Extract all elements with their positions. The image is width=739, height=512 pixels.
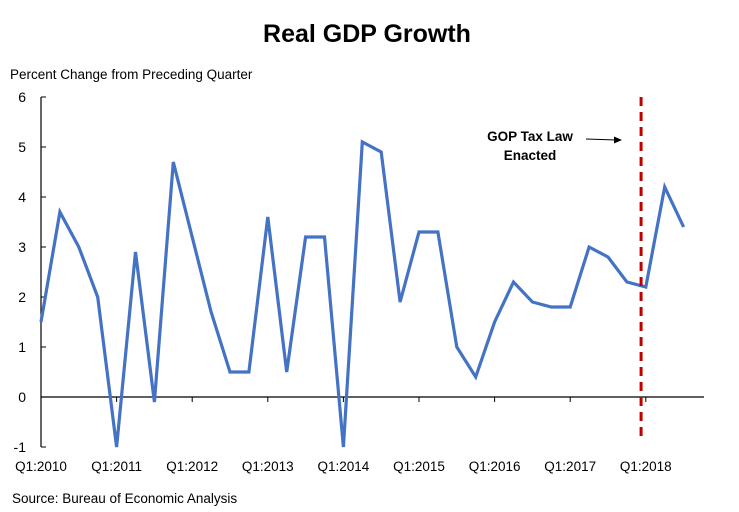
x-tick-label: Q1:2010	[15, 459, 67, 474]
y-axis-label: Percent Change from Preceding Quarter	[10, 67, 253, 82]
x-tick-label: Q1:2011	[91, 459, 142, 474]
x-tick-label: Q1:2012	[166, 459, 218, 474]
series-line	[39, 139, 686, 448]
y-tick-label: 2	[18, 289, 26, 305]
x-tick-label: Q1:2014	[318, 459, 370, 474]
y-tick-label: 3	[18, 239, 26, 255]
chart-title: Real GDP Growth	[263, 20, 471, 48]
series-group	[39, 139, 686, 448]
y-tick-label: 4	[18, 189, 26, 205]
y-tick-label: 6	[18, 89, 26, 105]
x-tick-label: Q1:2018	[620, 459, 672, 474]
x-tick-label: Q1:2013	[242, 459, 294, 474]
x-tick-label: Q1:2017	[544, 459, 596, 474]
y-tick-label: 5	[18, 139, 26, 155]
x-axis: Q1:2010 Q1:2011 Q1:2012 Q1:2013 Q1:2014 Q1:20…	[15, 396, 704, 474]
x-tick-label: Q1:2016	[469, 459, 521, 474]
y-tick-label: -1	[14, 439, 27, 455]
y-tick-label: 1	[18, 339, 26, 355]
y-axis: 6 5 4 3 2 1 0 -1	[14, 89, 46, 455]
annotation-line1: GOP Tax Law	[487, 129, 573, 144]
source-note: Source: Bureau of Economic Analysis	[12, 491, 237, 506]
x-tick-label: Q1:2015	[393, 459, 445, 474]
y-tick-label: 0	[18, 389, 26, 405]
annotation-arrow	[585, 136, 622, 144]
annotation-line2: Enacted	[504, 148, 557, 163]
